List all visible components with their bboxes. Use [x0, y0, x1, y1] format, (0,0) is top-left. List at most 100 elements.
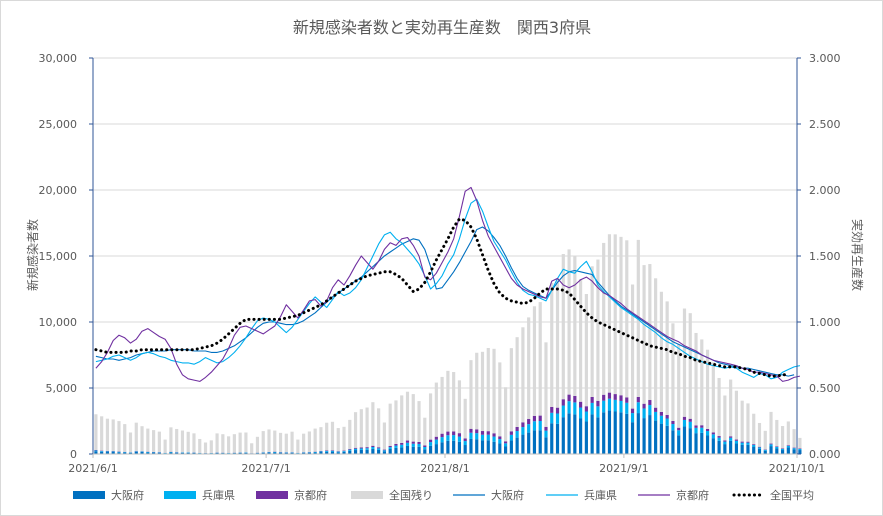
bar-osaka	[117, 452, 121, 454]
bar-kyoto	[688, 418, 692, 422]
bar-hyogo	[630, 413, 635, 423]
bar-hyogo	[475, 433, 479, 440]
bar-hyogo	[561, 405, 565, 418]
bar-national-rest	[203, 442, 208, 454]
bar-kyoto	[359, 447, 363, 449]
bar-kyoto	[561, 399, 565, 406]
legend-label: 全国平均	[770, 488, 814, 502]
y-right-tick-label: 1.500	[809, 250, 841, 263]
bar-osaka	[411, 446, 415, 454]
bar-national-rest	[227, 436, 231, 453]
bar-national-rest	[221, 434, 225, 453]
bar-kyoto	[365, 447, 369, 449]
x-tick-label: 2021/7/1	[241, 462, 290, 475]
bar-osaka	[140, 452, 144, 454]
bar-hyogo	[538, 421, 542, 431]
bar-national-rest	[717, 377, 721, 437]
bar-hyogo	[353, 448, 358, 451]
bar-national-rest	[469, 360, 473, 429]
bar-hyogo	[365, 448, 369, 450]
bar-kyoto	[613, 394, 617, 400]
bar-kyoto	[625, 397, 629, 403]
bar-kyoto	[538, 415, 542, 421]
bar-national-rest	[134, 422, 138, 452]
bar-osaka	[105, 452, 110, 454]
legend: 大阪府 兵庫県 京都府 全国残り 大阪府 兵庫県 京都府 全国平均	[73, 488, 814, 502]
bar-osaka	[405, 445, 410, 454]
bar-national-rest	[555, 279, 560, 408]
bar-kyoto	[463, 438, 467, 442]
bar-kyoto	[573, 395, 577, 403]
bar-hyogo	[105, 451, 110, 453]
bar-kyoto	[411, 441, 415, 444]
bar-national-rest	[353, 412, 358, 448]
bar-osaka	[157, 452, 161, 454]
y-right-tick-label: 0.000	[809, 448, 841, 461]
y-left-tick-label: 0	[70, 448, 77, 461]
bar-kyoto	[717, 436, 721, 438]
bar-national-rest	[307, 431, 311, 452]
bar-hyogo	[325, 450, 329, 452]
legend-label: 全国残り	[389, 488, 433, 502]
bar-kyoto	[330, 450, 335, 451]
bar-national-rest	[440, 376, 444, 434]
bar-hyogo	[648, 405, 652, 416]
bar-hyogo	[486, 434, 490, 441]
y-right-tick-label: 3.000	[809, 52, 841, 65]
bar-osaka	[665, 425, 669, 454]
bar-osaka	[400, 447, 404, 454]
bar-osaka	[740, 444, 744, 454]
bar-national-rest	[175, 428, 179, 453]
bar-kyoto	[475, 429, 479, 434]
bar-osaka	[579, 418, 583, 454]
bar-osaka	[786, 447, 790, 454]
bar-osaka	[682, 426, 687, 454]
bar-hyogo	[446, 435, 450, 441]
bar-national-rest	[146, 428, 150, 452]
bar-osaka	[746, 444, 750, 454]
bar-national-rest	[452, 372, 456, 432]
x-tick-label: 2021/9/1	[599, 462, 648, 475]
bar-national-rest	[561, 254, 565, 400]
bar-hyogo	[504, 443, 508, 447]
y-axis-left-label: 新規感染者数	[25, 219, 40, 291]
bar-hyogo	[671, 424, 675, 431]
bar-osaka	[694, 433, 698, 454]
bar-national-rest	[319, 427, 323, 451]
bar-kyoto	[694, 425, 698, 428]
bar-osaka	[677, 435, 681, 454]
bar-hyogo	[780, 448, 785, 451]
bar-osaka	[267, 452, 271, 454]
bar-national-rest	[688, 313, 692, 419]
bar-kyoto	[769, 443, 773, 445]
bar-national-rest	[255, 436, 260, 453]
bar-national-rest	[388, 403, 392, 446]
bar-kyoto	[665, 414, 669, 419]
bar-kyoto	[377, 447, 381, 449]
bar-national-rest	[538, 302, 542, 416]
bar-hyogo	[775, 447, 779, 449]
bar-hyogo	[400, 444, 404, 448]
bar-hyogo	[729, 437, 733, 441]
bar-national-rest	[504, 387, 508, 442]
bar-osaka	[567, 413, 571, 454]
bar-hyogo	[434, 439, 438, 445]
bar-kyoto	[630, 408, 635, 414]
bar-kyoto	[440, 433, 444, 438]
bar-kyoto	[492, 433, 496, 437]
bar-national-rest	[723, 395, 727, 441]
bar-hyogo	[636, 402, 640, 414]
bar-kyoto	[596, 400, 600, 407]
bar-hyogo	[417, 443, 421, 447]
bar-hyogo	[659, 415, 663, 424]
bar-osaka	[440, 442, 444, 454]
bar-national-rest	[428, 393, 433, 440]
bar-hyogo	[469, 432, 473, 439]
bar-kyoto	[515, 426, 519, 432]
bar-kyoto	[527, 419, 531, 425]
bar-kyoto	[734, 439, 738, 441]
bar-national-rest	[117, 421, 121, 452]
bar-osaka	[498, 443, 502, 454]
bar-osaka	[365, 449, 369, 454]
